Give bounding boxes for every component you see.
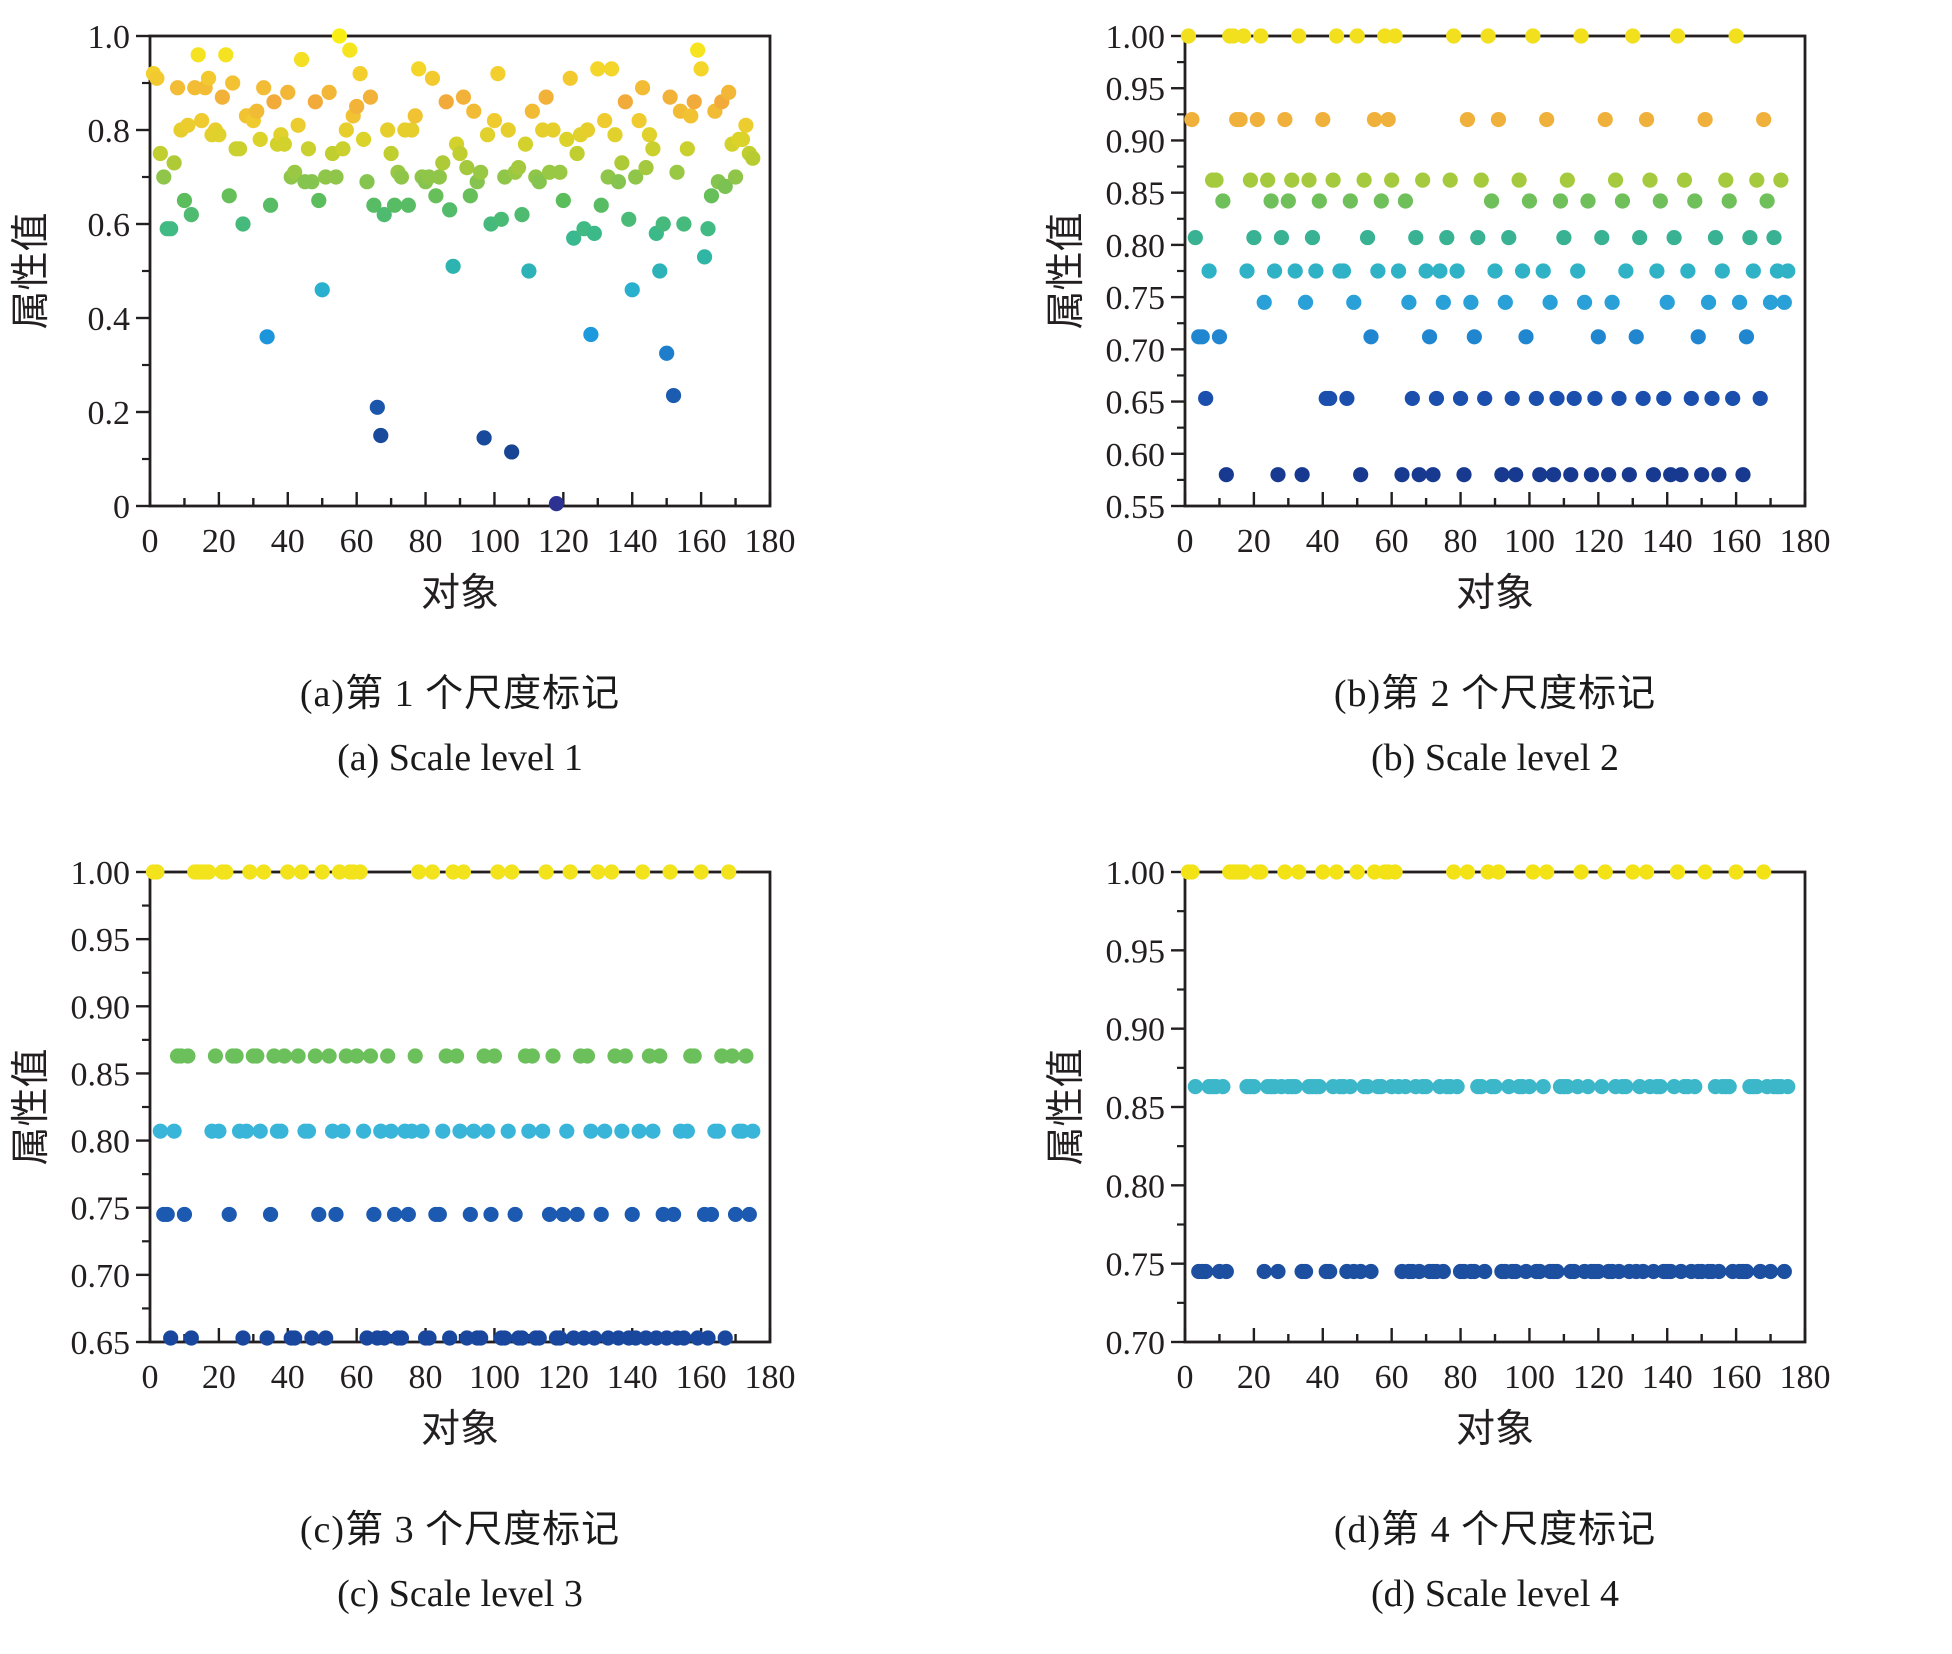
svg-text:0.75: 0.75 [71, 1191, 131, 1228]
svg-text:140: 140 [1642, 1359, 1693, 1396]
svg-text:对象: 对象 [1456, 1408, 1534, 1451]
svg-text:0.85: 0.85 [1106, 1090, 1166, 1127]
svg-text:20: 20 [202, 1359, 236, 1396]
svg-text:0.95: 0.95 [71, 922, 131, 959]
svg-text:对象: 对象 [421, 572, 499, 615]
svg-text:180: 180 [1780, 523, 1831, 560]
svg-text:属性值: 属性值 [10, 212, 53, 329]
svg-text:40: 40 [1306, 523, 1340, 560]
caption-d-en: (d) Scale level 4 [1371, 1573, 1619, 1615]
svg-text:0.90: 0.90 [71, 989, 131, 1026]
scatter-plot-scale-2: 0 20 40 60 80 100 120 140 160 180 0.55 0.60 0.65 0.70… [1045, 19, 1831, 615]
figure-panel-d: 0 20 40 60 80 100 120 140 160 180 0.70 0.75 0.80 0.85… [1035, 844, 1835, 1654]
svg-text:0.4: 0.4 [88, 301, 131, 338]
figure-panel-a: 0 20 40 60 80 100 120 140 160 180 0 0.2 0.4 0.6 0.8 1.0… [0, 8, 800, 818]
figure-panel-b: 0 20 40 60 80 100 120 140 160 180 0.55 0.60 0.65 0.70… [1035, 8, 1835, 818]
svg-text:160: 160 [676, 523, 727, 560]
svg-text:0.65: 0.65 [71, 1325, 131, 1362]
svg-text:100: 100 [1504, 1359, 1555, 1396]
svg-text:40: 40 [271, 523, 305, 560]
svg-text:0.80: 0.80 [1106, 1168, 1166, 1205]
svg-text:1.00: 1.00 [71, 855, 131, 892]
caption-b-zh: (b)第 2 个尺度标记 [1333, 673, 1657, 715]
svg-text:0.75: 0.75 [1106, 280, 1166, 317]
svg-text:0.55: 0.55 [1106, 489, 1166, 526]
svg-text:80: 80 [1444, 523, 1478, 560]
scatter-plot-scale-1: 0 20 40 60 80 100 120 140 160 180 0 0.2 0.4 0.6 0.8 1.0… [10, 19, 796, 615]
svg-text:1.0: 1.0 [88, 19, 131, 56]
svg-text:20: 20 [1237, 1359, 1271, 1396]
svg-text:对象: 对象 [1456, 572, 1534, 615]
svg-text:120: 120 [1573, 523, 1624, 560]
svg-text:180: 180 [745, 1359, 796, 1396]
caption-c-en: (c) Scale level 3 [337, 1573, 583, 1615]
svg-text:40: 40 [1306, 1359, 1340, 1396]
caption-d-zh: (d)第 4 个尺度标记 [1333, 1509, 1657, 1551]
svg-text:属性值: 属性值 [1045, 1048, 1088, 1165]
svg-text:60: 60 [1375, 523, 1409, 560]
svg-text:0.60: 0.60 [1106, 437, 1166, 474]
svg-text:120: 120 [1573, 1359, 1624, 1396]
svg-text:0.80: 0.80 [71, 1124, 131, 1161]
svg-text:20: 20 [202, 523, 236, 560]
svg-text:160: 160 [676, 1359, 727, 1396]
svg-text:0.75: 0.75 [1106, 1247, 1166, 1284]
svg-text:属性值: 属性值 [1045, 212, 1088, 329]
scatter-plot-scale-4: 0 20 40 60 80 100 120 140 160 180 0.70 0.75 0.80 0.85… [1045, 855, 1831, 1451]
svg-text:180: 180 [1780, 1359, 1831, 1396]
svg-text:0.65: 0.65 [1106, 385, 1166, 422]
svg-text:0.80: 0.80 [1106, 228, 1166, 265]
svg-text:180: 180 [745, 523, 796, 560]
svg-text:1.00: 1.00 [1106, 855, 1166, 892]
svg-text:0.70: 0.70 [71, 1258, 131, 1295]
svg-text:0.95: 0.95 [1106, 71, 1166, 108]
svg-text:0: 0 [1177, 523, 1194, 560]
svg-text:160: 160 [1711, 1359, 1762, 1396]
svg-text:140: 140 [607, 1359, 658, 1396]
svg-text:0: 0 [1177, 1359, 1194, 1396]
svg-text:60: 60 [340, 1359, 374, 1396]
caption-a-en: (a) Scale level 1 [337, 737, 583, 779]
svg-text:0.8: 0.8 [88, 113, 131, 150]
svg-text:0: 0 [142, 523, 159, 560]
svg-text:0.70: 0.70 [1106, 332, 1166, 369]
svg-text:60: 60 [340, 523, 374, 560]
caption-c-zh: (c)第 3 个尺度标记 [299, 1509, 621, 1551]
svg-text:140: 140 [607, 523, 658, 560]
svg-text:40: 40 [271, 1359, 305, 1396]
svg-text:对象: 对象 [421, 1408, 499, 1451]
svg-text:0.70: 0.70 [1106, 1325, 1166, 1362]
svg-text:160: 160 [1711, 523, 1762, 560]
svg-text:100: 100 [469, 1359, 520, 1396]
svg-text:0: 0 [113, 489, 130, 526]
svg-text:0.85: 0.85 [1106, 176, 1166, 213]
svg-text:80: 80 [409, 1359, 443, 1396]
svg-text:0.85: 0.85 [71, 1056, 131, 1093]
svg-text:0.90: 0.90 [1106, 123, 1166, 160]
svg-text:120: 120 [538, 1359, 589, 1396]
svg-text:100: 100 [469, 523, 520, 560]
svg-text:0: 0 [142, 1359, 159, 1396]
svg-text:80: 80 [1444, 1359, 1478, 1396]
svg-text:0.90: 0.90 [1106, 1012, 1166, 1049]
svg-text:20: 20 [1237, 523, 1271, 560]
svg-text:属性值: 属性值 [10, 1048, 53, 1165]
svg-text:0.95: 0.95 [1106, 933, 1166, 970]
svg-text:100: 100 [1504, 523, 1555, 560]
caption-b-en: (b) Scale level 2 [1371, 737, 1619, 779]
svg-text:140: 140 [1642, 523, 1693, 560]
caption-a-zh: (a)第 1 个尺度标记 [299, 673, 621, 715]
svg-text:0.2: 0.2 [88, 395, 131, 432]
svg-text:80: 80 [409, 523, 443, 560]
svg-text:1.00: 1.00 [1106, 19, 1166, 56]
svg-text:120: 120 [538, 523, 589, 560]
figure-panel-c: 0 20 40 60 80 100 120 140 160 180 0.65 0.70 0.75 0.80… [0, 844, 800, 1654]
scatter-plot-scale-3: 0 20 40 60 80 100 120 140 160 180 0.65 0.70 0.75 0.80… [10, 855, 796, 1451]
svg-text:60: 60 [1375, 1359, 1409, 1396]
svg-text:0.6: 0.6 [88, 207, 131, 244]
